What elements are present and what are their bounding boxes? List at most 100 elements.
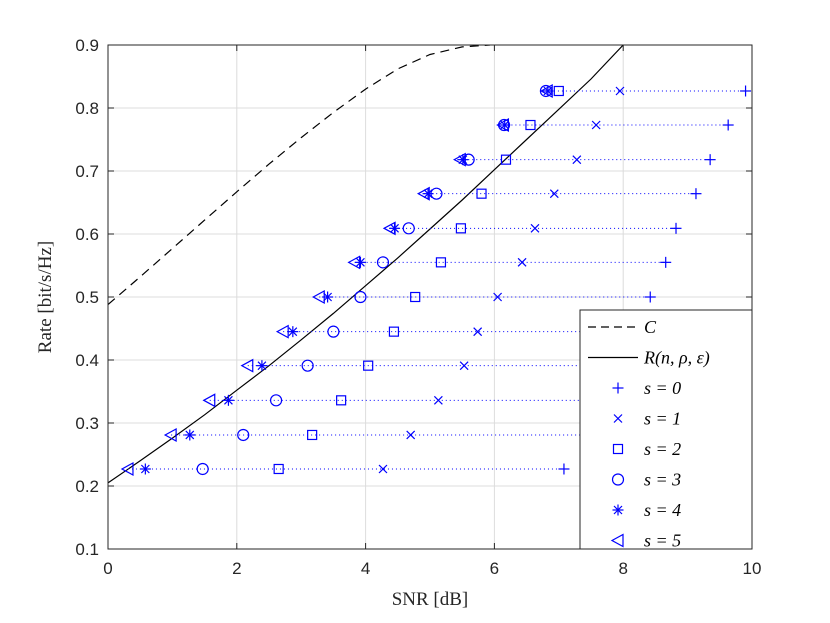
marker-triangle-left [416,186,430,201]
marker-circle [301,359,314,372]
marker-plus [722,119,734,131]
marker-triangle-left [382,221,396,236]
marker-x [591,120,601,130]
x-tick-label: 0 [103,559,112,578]
legend-label: s = 4 [644,500,681,520]
x-tick-label: 4 [361,559,370,578]
y-tick-label: 0.8 [75,99,99,118]
marker-square [307,429,318,441]
y-tick-label: 0.4 [75,351,99,370]
marker-triangle-left [496,117,510,133]
y-axis-title: Rate [bit/s/Hz] [35,241,56,353]
marker-triangle-left [120,461,134,477]
marker-circle [327,325,340,338]
x-axis-title: SNR [dB] [392,589,469,610]
grid [108,45,752,549]
marker-square [273,463,284,475]
marker-x [493,292,503,302]
marker-x [615,86,625,96]
marker-triangle-left [163,427,177,442]
marker-triangle-left [275,324,289,339]
y-tick-label: 0.3 [75,414,99,433]
x-tick-label: 2 [232,559,241,578]
marker-circle [354,290,367,304]
marker-asterisk [184,429,196,441]
marker-triangle-left [539,83,553,99]
marker-x [459,361,469,371]
marker-x [530,223,540,233]
marker-plus [644,291,656,303]
marker-plus [740,85,752,97]
marker-square [553,85,564,97]
y-tick-label: 0.9 [75,36,99,55]
series-square [273,85,564,475]
marker-plus [704,154,716,166]
x-tick-label: 10 [743,559,762,578]
y-tick-label: 0.5 [75,288,99,307]
legend-box [579,309,753,550]
marker-x [406,430,416,440]
legend-marker-square [612,443,624,455]
curves [108,45,624,484]
legend: C R(n, ρ, ε) s = 0 s = 1 s = 2 s = 3 s = 4 s = … [579,309,753,551]
series-x [378,86,625,474]
marker-square [455,223,467,234]
marker-square [525,119,536,131]
y-tick-label: 0.7 [75,162,99,181]
legend-label: s = 1 [644,409,681,429]
legend-label: s = 0 [644,378,681,398]
legend-label: R(n, ρ, ε) [643,348,710,369]
legend-marker-plus [612,382,624,394]
marker-asterisk [139,463,151,475]
marker-plus [690,188,702,200]
legend-label: C [644,317,657,337]
marker-circle [269,394,283,407]
marker-plus [558,463,570,475]
series-circle [196,84,553,476]
marker-circle [376,256,390,269]
marker-square [435,257,447,268]
marker-square [476,188,487,199]
marker-x [549,189,559,199]
marker-square [410,291,421,303]
marker-triangle-left [202,393,216,408]
y-tick-label: 0.1 [75,540,99,559]
marker-x [473,327,483,337]
legend-label: s = 2 [644,439,681,459]
marker-triangle-left [240,358,254,373]
marker-plus [670,222,682,234]
marker-asterisk [256,360,268,372]
legend-label: s = 5 [644,531,681,551]
marker-square [336,395,347,406]
marker-asterisk [354,256,366,268]
marker-plus [660,256,672,268]
legend-marker-circle [611,473,625,486]
marker-x [433,395,443,405]
marker-asterisk [287,326,299,338]
y-tick-label: 0.6 [75,225,99,244]
marker-x [517,257,527,267]
x-tick-label: 6 [490,559,499,578]
series-triangle-left [120,83,553,477]
marker-square [500,154,512,165]
marker-asterisk [422,188,434,200]
axis-ticks: 0 2 4 6 8 10 0.1 0.2 0.3 0.4 0.5 0.6 0.7 0.8 0.9 [75,36,761,578]
marker-triangle-left [453,152,466,167]
x-tick-label: 8 [618,559,627,578]
marker-x [378,464,388,474]
legend-marker-asterisk [612,504,624,516]
marker-asterisk [222,394,234,406]
legend-label: s = 3 [644,470,681,490]
marker-circle [237,428,250,442]
marker-square [363,360,374,371]
marker-circle [402,222,415,235]
marker-triangle-left [311,289,325,305]
achievable-rate-curve [108,45,624,484]
y-tick-label: 0.2 [75,477,99,496]
marker-asterisk [457,154,469,166]
marker-x [572,155,582,165]
legend-marker-x [613,414,623,423]
legend-marker-triangle-left [610,533,624,548]
marker-circle [196,462,209,476]
